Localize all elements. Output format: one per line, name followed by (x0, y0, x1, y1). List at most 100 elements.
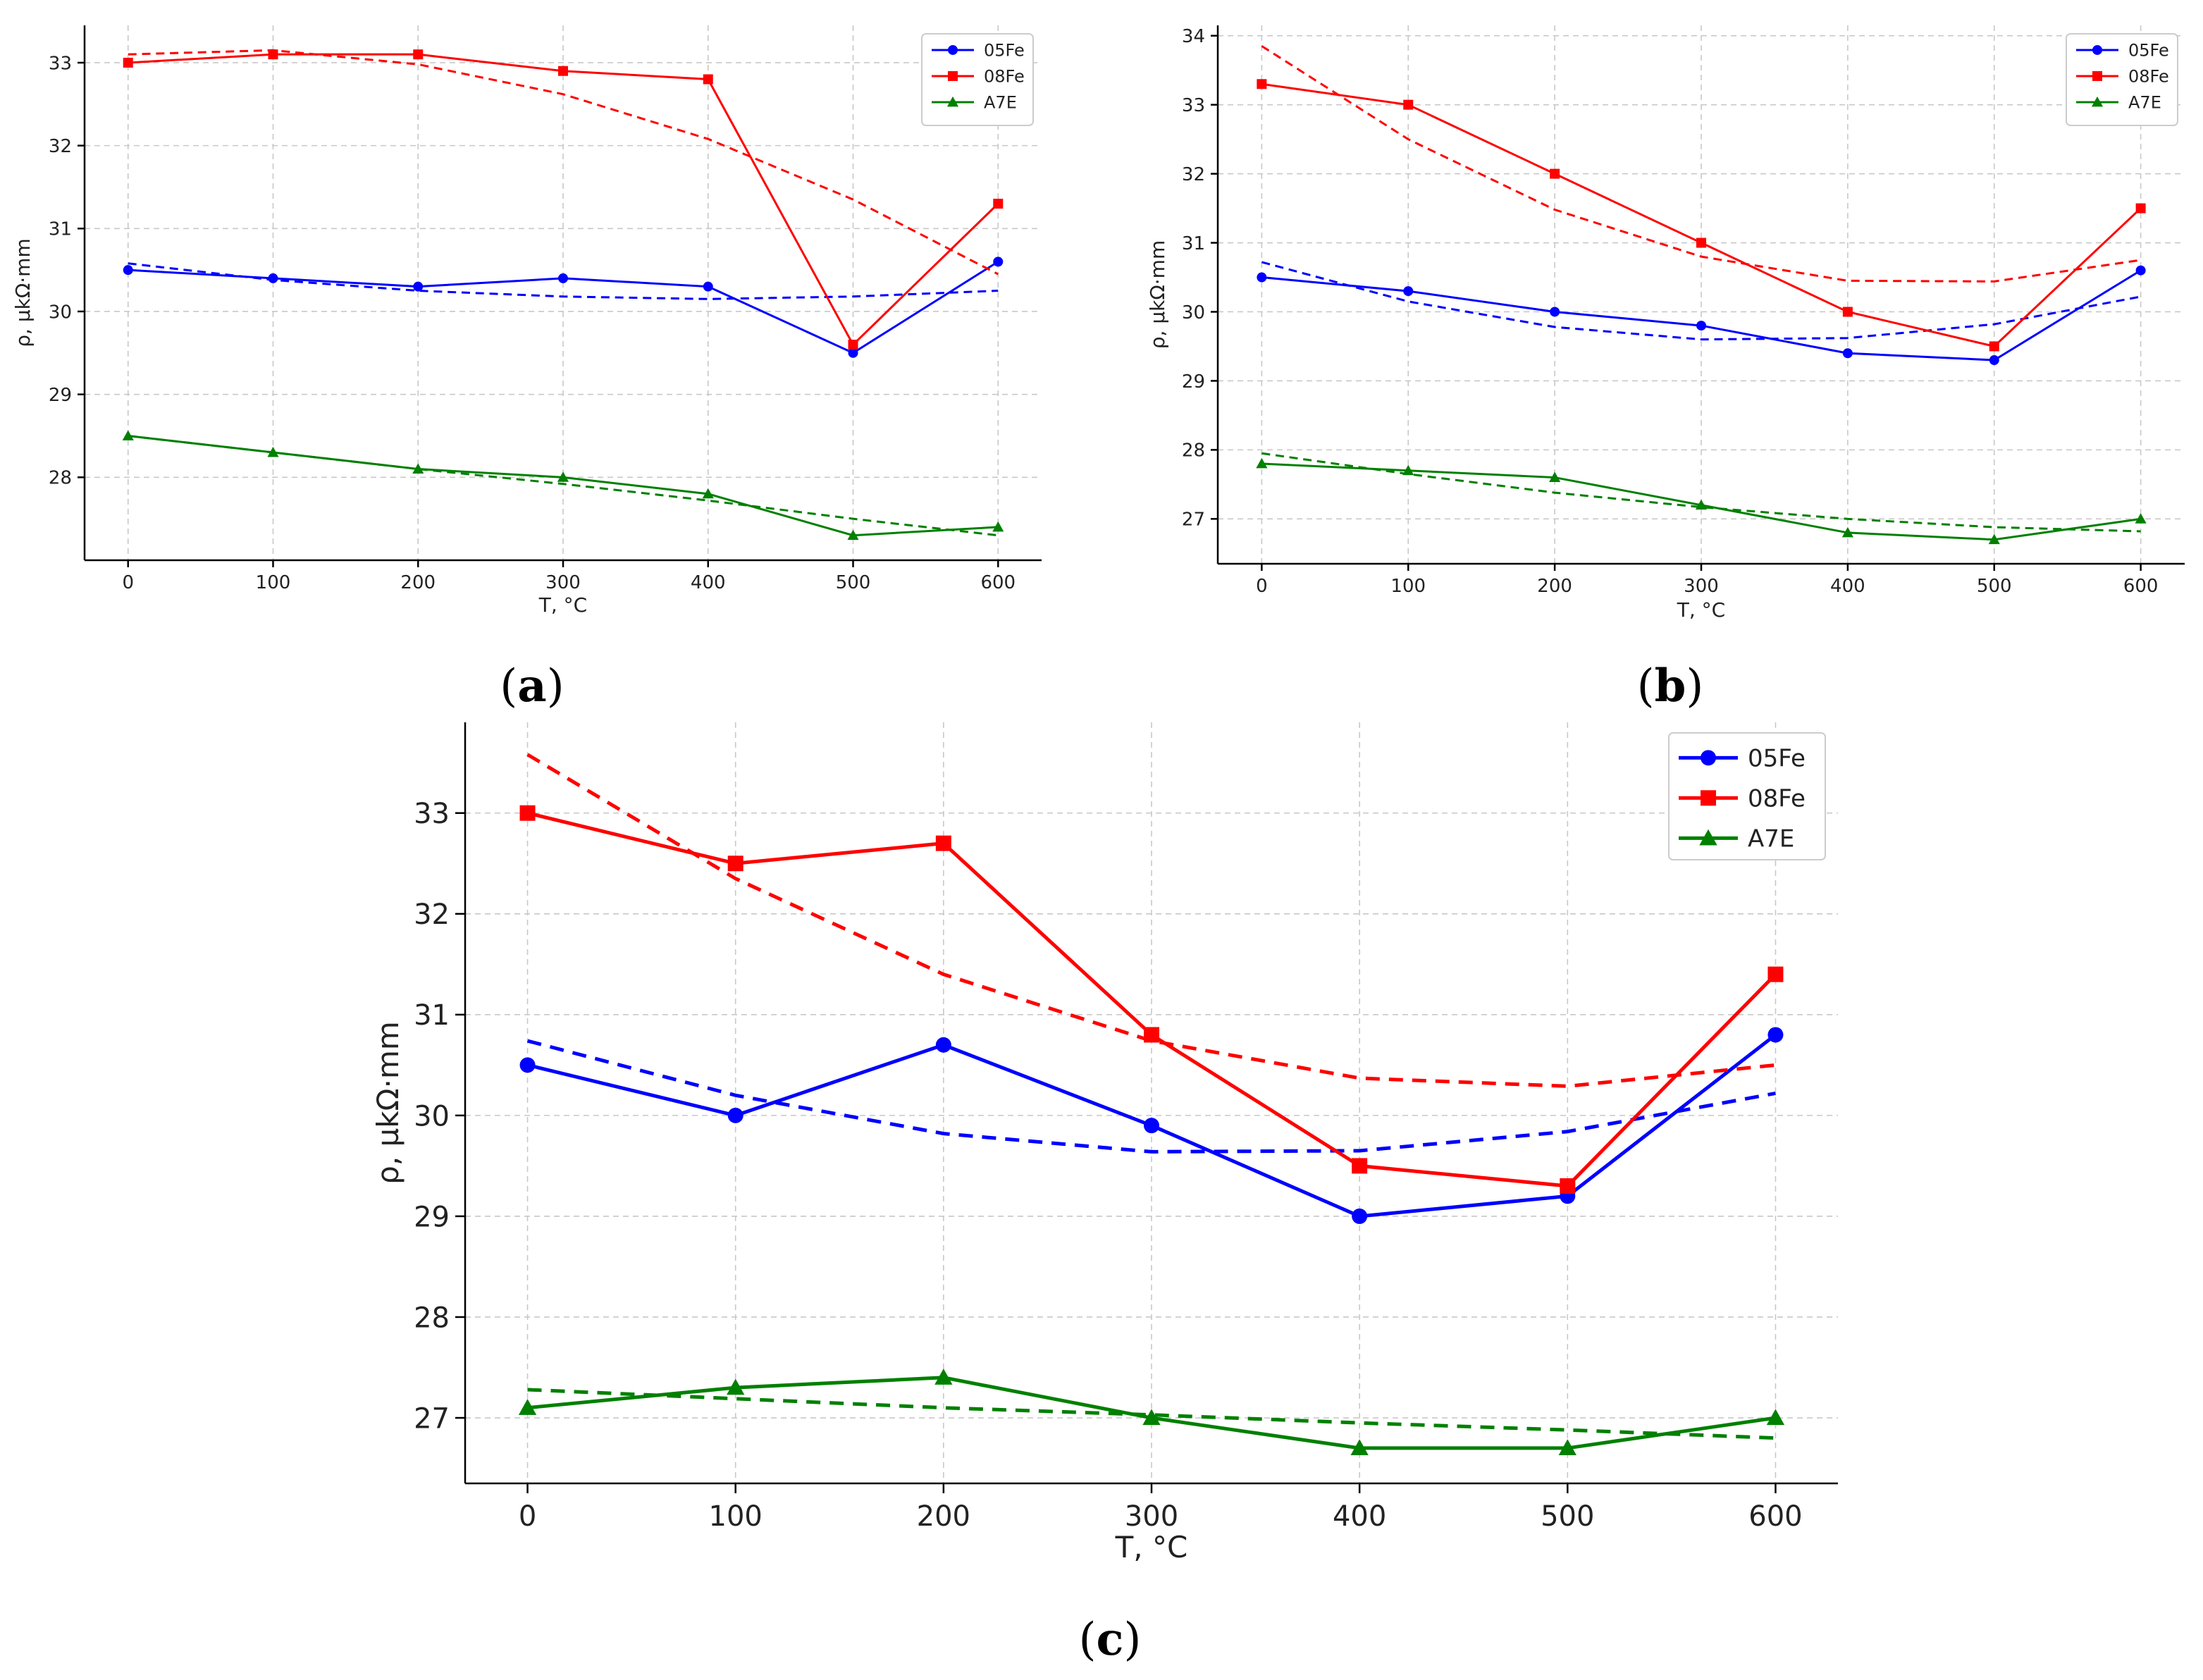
series-a-05fe (123, 257, 1004, 358)
legend-marker-c-08fe (1701, 790, 1716, 806)
point-c-08fe-300 (1144, 1027, 1159, 1043)
x-tick-label-a-0: 0 (122, 572, 134, 593)
trend-line-a-08fe (128, 49, 999, 276)
x-tick-label-c-400: 400 (1333, 1500, 1386, 1533)
series-c-08fe (519, 753, 1784, 1194)
point-a-08fe-400 (703, 74, 713, 85)
x-tick-label-a-400: 400 (691, 572, 726, 593)
point-a-08fe-200 (413, 49, 424, 60)
point-b-05fe-0 (1257, 272, 1267, 283)
series-b-08fe (1257, 45, 2146, 352)
point-a-05fe-100 (268, 273, 278, 283)
point-a-08fe-0 (123, 57, 133, 68)
point-a-a7e-0 (122, 430, 134, 440)
legend-a: 05Fe 08Fe A7E (921, 33, 1034, 126)
legend-label-b-08fe: 08Fe (2128, 67, 2169, 87)
legend-marker-c-a7e (1699, 829, 1717, 846)
x-axis-title-b: T, °C (1677, 598, 1725, 622)
grid-b (1218, 25, 2185, 564)
legend-marker-b-05fe (2092, 44, 2102, 55)
point-c-a7e-600 (1766, 1409, 1785, 1426)
point-c-a7e-400 (1350, 1439, 1369, 1456)
legend-marker-b-08fe (2092, 70, 2102, 81)
x-tick-label-a-200: 200 (400, 572, 436, 593)
x-tick-label-a-300: 300 (545, 572, 581, 593)
trend-line-c-08fe (526, 753, 1776, 1088)
y-tick-label-b-30: 30 (1182, 302, 1205, 323)
point-c-08fe-0 (519, 805, 536, 821)
legend-label-c-a7e: A7E (1748, 825, 1794, 853)
point-b-05fe-400 (1842, 348, 1853, 359)
y-tick-label-b-29: 29 (1182, 371, 1205, 393)
point-b-05fe-100 (1403, 286, 1414, 297)
x-axis-title-a: T, °C (538, 593, 587, 617)
panel-label-c: (c) (1079, 1613, 1142, 1666)
y-tick-label-a-32: 32 (49, 136, 72, 157)
x-tick-label-c-200: 200 (917, 1500, 970, 1533)
point-b-08fe-400 (1842, 307, 1853, 317)
x-tick-label-a-100: 100 (256, 572, 291, 593)
y-tick-label-b-34: 34 (1182, 26, 1205, 47)
y-tick-label-b-27: 27 (1182, 509, 1205, 531)
point-b-08fe-200 (1550, 168, 1560, 179)
y-tick-label-b-32: 32 (1182, 164, 1205, 185)
legend-b: 05Fe 08Fe A7E (2066, 33, 2178, 126)
legend-label-b-05fe: 05Fe (2128, 41, 2169, 61)
y-tick-label-c-32: 32 (414, 898, 450, 931)
point-c-08fe-400 (1352, 1158, 1368, 1174)
legend-label-a-08fe: 08Fe (984, 67, 1025, 87)
y-tick-label-a-31: 31 (49, 219, 72, 240)
point-a-08fe-300 (558, 66, 568, 76)
point-c-a7e-0 (518, 1399, 537, 1415)
point-a-05fe-200 (413, 281, 424, 292)
point-c-08fe-500 (1560, 1178, 1576, 1194)
y-tick-label-a-30: 30 (49, 302, 72, 323)
series-c-05fe (519, 1027, 1784, 1224)
y-axis-title-a: ρ, µkΩ·mm (11, 238, 35, 347)
y-tick-label-a-33: 33 (49, 53, 72, 74)
point-c-08fe-200 (935, 835, 951, 851)
y-tick-label-b-31: 31 (1182, 233, 1205, 254)
x-tick-label-c-600: 600 (1748, 1500, 1802, 1533)
point-b-a7e-600 (2135, 513, 2147, 524)
legend-marker-a-a7e (946, 96, 959, 107)
point-b-08fe-300 (1696, 237, 1706, 248)
point-a-a7e-100 (267, 446, 279, 457)
point-b-a7e-0 (1256, 457, 1268, 469)
legend-marker-a-05fe (948, 44, 958, 55)
point-b-a7e-500 (1988, 533, 2000, 545)
x-tick-label-c-300: 300 (1125, 1500, 1178, 1533)
x-tick-label-c-100: 100 (709, 1500, 763, 1533)
y-tick-label-a-29: 29 (49, 385, 72, 406)
point-c-05fe-100 (727, 1107, 743, 1123)
point-c-a7e-100 (727, 1378, 745, 1395)
y-tick-label-a-28: 28 (49, 468, 72, 489)
point-c-a7e-500 (1558, 1439, 1576, 1456)
point-a-05fe-500 (848, 347, 858, 358)
x-tick-label-b-100: 100 (1390, 576, 1426, 597)
y-tick-label-c-28: 28 (414, 1302, 450, 1334)
point-c-05fe-400 (1352, 1208, 1368, 1224)
point-b-a7e-200 (1549, 471, 1561, 483)
point-a-08fe-100 (268, 49, 278, 60)
series-b-05fe (1257, 261, 2146, 366)
point-b-a7e-100 (1402, 464, 1414, 476)
series-a-a7e (122, 430, 1004, 541)
point-b-a7e-300 (1695, 499, 1708, 510)
panel-label-a: (a) (500, 660, 564, 712)
panel-label-c-letter: c (1097, 1613, 1124, 1666)
point-c-05fe-600 (1767, 1027, 1784, 1043)
point-b-08fe-0 (1257, 79, 1267, 89)
y-tick-label-b-33: 33 (1182, 95, 1205, 116)
point-c-08fe-100 (727, 856, 743, 872)
point-b-05fe-600 (2135, 265, 2146, 276)
x-axis-title-c: T, °C (1115, 1530, 1188, 1564)
legend-marker-b-a7e (2091, 96, 2104, 107)
point-c-08fe-600 (1767, 966, 1784, 982)
legend-label-c-08fe: 08Fe (1748, 785, 1806, 813)
point-a-08fe-500 (848, 340, 858, 350)
point-a-a7e-600 (992, 521, 1004, 532)
point-c-a7e-200 (934, 1369, 953, 1385)
panel-label-b: (b) (1637, 660, 1704, 712)
